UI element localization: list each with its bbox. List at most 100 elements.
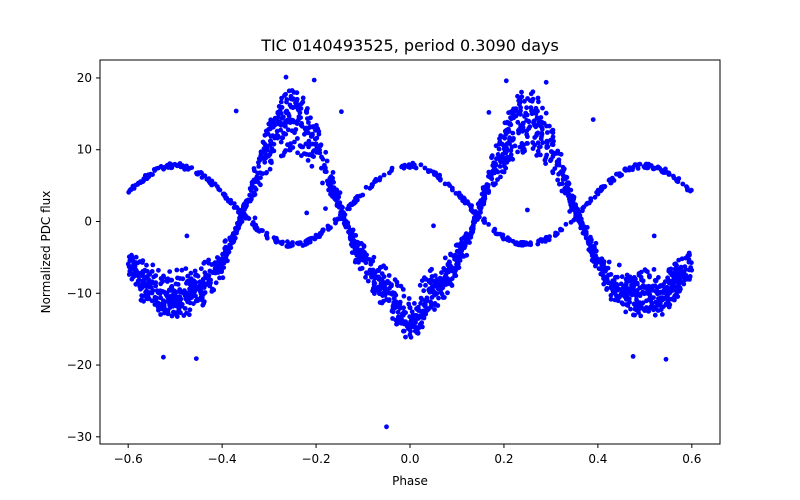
data-point <box>538 152 543 158</box>
data-point <box>254 174 260 180</box>
data-point <box>300 99 306 105</box>
data-point <box>650 165 656 171</box>
data-point <box>495 152 501 157</box>
data-point <box>280 153 286 158</box>
data-point <box>199 175 205 180</box>
data-point <box>383 265 389 271</box>
data-point <box>429 274 435 279</box>
data-point <box>305 158 311 163</box>
data-point <box>498 174 503 180</box>
data-point <box>585 239 591 245</box>
data-point <box>354 194 360 199</box>
data-point <box>171 289 177 295</box>
data-point <box>602 184 608 189</box>
data-point <box>401 293 407 299</box>
data-point <box>387 290 392 296</box>
data-point <box>519 94 525 100</box>
data-point <box>424 296 430 302</box>
data-point <box>494 156 499 162</box>
data-point <box>514 240 520 246</box>
x-axis-label: Phase <box>392 474 428 488</box>
data-point <box>278 99 284 105</box>
data-point <box>436 286 441 292</box>
data-point <box>267 142 273 148</box>
data-point <box>464 252 470 258</box>
data-point <box>209 262 215 267</box>
data-point <box>155 165 161 171</box>
data-point <box>284 97 290 102</box>
data-point <box>267 166 273 172</box>
data-point <box>550 150 555 155</box>
data-point <box>655 308 661 313</box>
data-point <box>384 424 389 430</box>
data-point <box>398 283 404 289</box>
data-point <box>687 274 693 280</box>
data-point <box>470 223 476 229</box>
data-point <box>560 177 566 182</box>
data-point <box>651 295 656 300</box>
data-point <box>636 310 641 315</box>
data-point <box>412 301 417 306</box>
data-point <box>471 210 476 215</box>
data-point <box>507 135 512 141</box>
data-point <box>303 127 309 133</box>
data-point <box>533 124 539 130</box>
data-point <box>262 141 267 147</box>
data-point <box>480 185 486 191</box>
data-point <box>544 140 550 146</box>
data-point <box>389 165 395 171</box>
data-point <box>274 132 280 138</box>
data-point <box>445 290 450 296</box>
y-axis-label: Normalized PDC flux <box>39 191 53 314</box>
data-point <box>655 291 660 297</box>
data-point <box>506 126 511 132</box>
data-point <box>302 131 307 137</box>
data-point <box>271 148 277 154</box>
data-point <box>363 274 368 280</box>
data-point <box>174 163 180 169</box>
data-point <box>187 295 193 301</box>
data-point <box>493 181 498 187</box>
data-point <box>534 115 540 121</box>
data-point <box>604 287 609 292</box>
data-point <box>470 219 476 225</box>
data-point <box>664 291 670 296</box>
data-point <box>670 297 676 302</box>
y-tick-label: −10 <box>67 286 92 300</box>
data-point <box>423 282 428 288</box>
data-point <box>666 304 672 310</box>
data-point <box>586 247 592 253</box>
data-point <box>290 118 296 123</box>
x-tick-label: 0.6 <box>682 452 701 466</box>
data-point <box>566 187 571 192</box>
data-point <box>619 172 624 178</box>
data-point <box>655 164 661 170</box>
data-point <box>377 300 383 305</box>
data-point <box>584 225 590 230</box>
data-point <box>562 186 568 191</box>
data-point <box>540 105 545 111</box>
data-point <box>215 184 220 190</box>
data-point <box>161 289 167 295</box>
data-point <box>445 267 451 273</box>
data-point <box>293 127 299 132</box>
data-point <box>348 232 354 238</box>
data-point <box>588 196 594 202</box>
data-point <box>457 194 463 200</box>
data-point <box>646 283 652 289</box>
data-point <box>535 95 541 101</box>
data-point <box>352 259 358 265</box>
x-tick-label: −0.4 <box>208 452 237 466</box>
data-point <box>222 239 228 244</box>
data-point <box>296 241 301 247</box>
data-point <box>452 268 457 273</box>
data-point <box>397 317 402 323</box>
data-point <box>151 274 157 280</box>
data-point <box>595 189 601 195</box>
data-point <box>531 118 537 124</box>
data-point <box>633 293 639 299</box>
data-point <box>386 298 392 304</box>
data-point <box>142 173 148 178</box>
data-point <box>290 242 295 248</box>
